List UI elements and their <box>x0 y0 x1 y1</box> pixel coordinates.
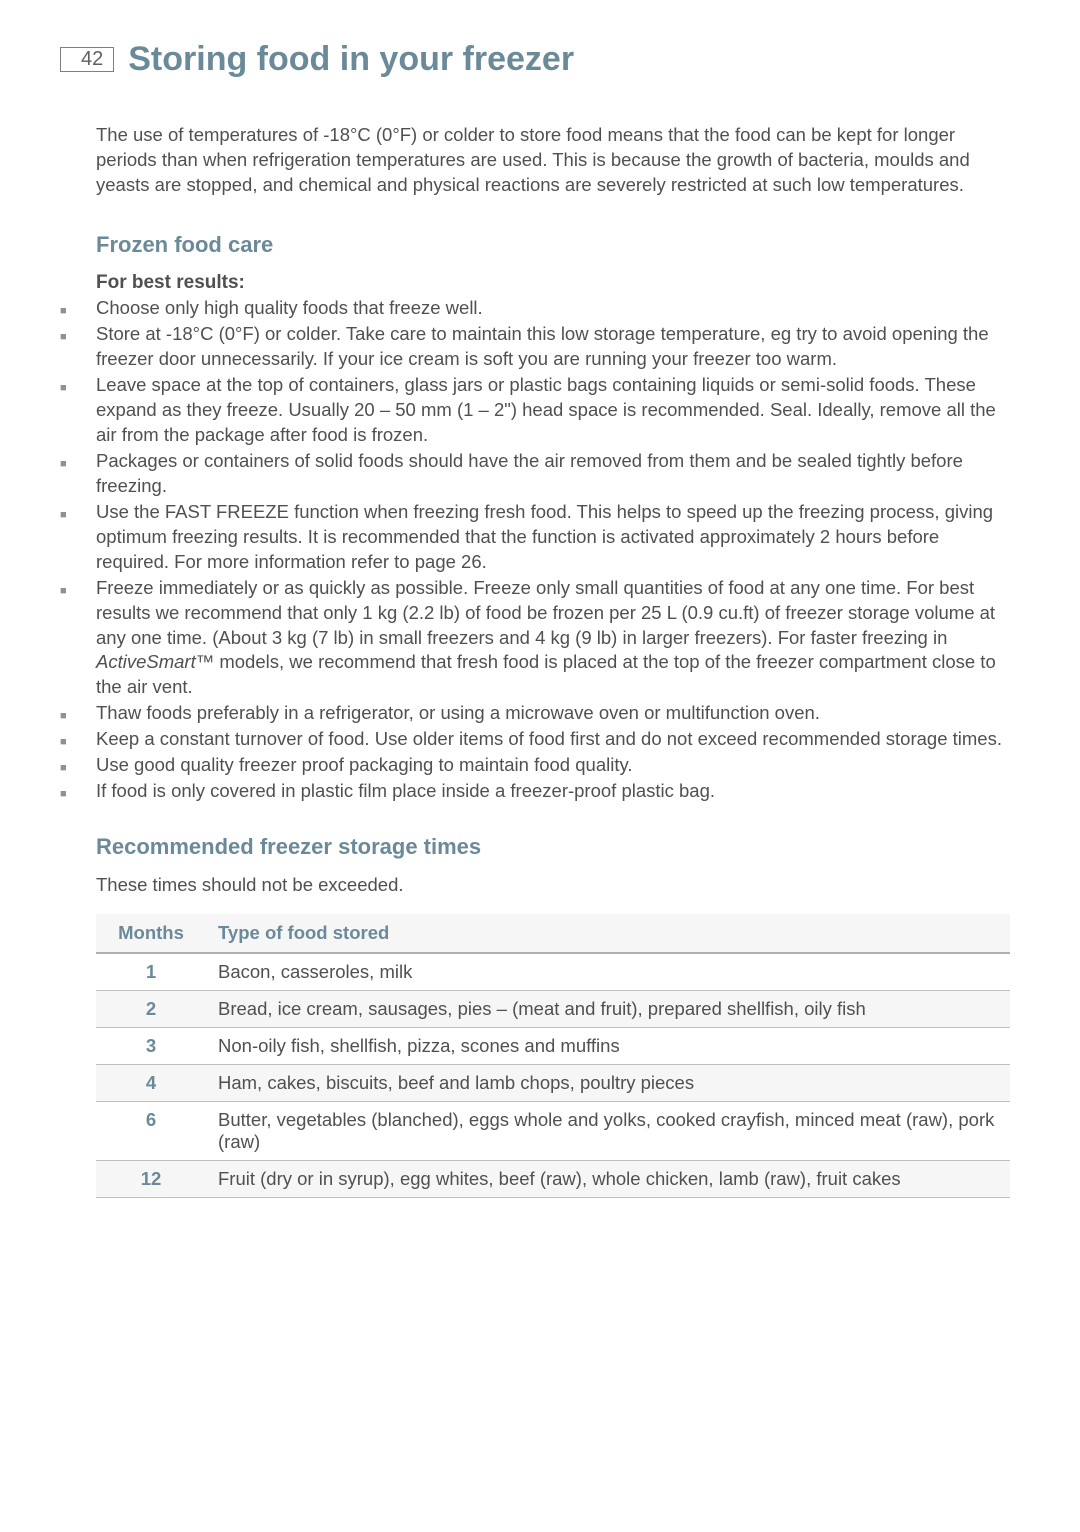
table-row: 2 Bread, ice cream, sausages, pies – (me… <box>96 991 1010 1028</box>
table-row: 1 Bacon, casseroles, milk <box>96 953 1010 991</box>
intro-paragraph: The use of temperatures of -18°C (0°F) o… <box>96 123 1010 198</box>
list-item-text: Use good quality freezer proof packaging… <box>96 753 1010 778</box>
page-title: Storing food in your freezer <box>128 40 574 79</box>
page-number: 42 <box>81 48 103 70</box>
list-item: ■Use the FAST FREEZE function when freez… <box>60 500 1010 575</box>
list-item: ■Keep a constant turnover of food. Use o… <box>60 727 1010 752</box>
bullet-icon: ■ <box>60 373 96 396</box>
list-item-text: Keep a constant turnover of food. Use ol… <box>96 727 1010 752</box>
storage-times-table: Months Type of food stored 1 Bacon, cass… <box>96 914 1010 1198</box>
section-heading-frozen-food-care: Frozen food care <box>96 232 1010 258</box>
bullet-icon: ■ <box>60 296 96 319</box>
bullet-icon: ■ <box>60 500 96 523</box>
type-cell: Bread, ice cream, sausages, pies – (meat… <box>206 991 1010 1028</box>
list-item-text: Packages or containers of solid foods sh… <box>96 449 1010 499</box>
bullet-icon: ■ <box>60 727 96 750</box>
bullet-icon: ■ <box>60 449 96 472</box>
section-heading-storage-times: Recommended freezer storage times <box>96 834 1010 860</box>
type-cell: Fruit (dry or in syrup), egg whites, bee… <box>206 1161 1010 1198</box>
table-row: 6 Butter, vegetables (blanched), eggs wh… <box>96 1102 1010 1161</box>
page-content: The use of temperatures of -18°C (0°F) o… <box>60 123 1020 1198</box>
months-cell: 2 <box>96 991 206 1028</box>
bullet-icon: ■ <box>60 753 96 776</box>
type-cell: Ham, cakes, biscuits, beef and lamb chop… <box>206 1065 1010 1102</box>
list-item: ■Use good quality freezer proof packagin… <box>60 753 1010 778</box>
list-item-text: Store at -18°C (0°F) or colder. Take car… <box>96 322 1010 372</box>
list-item-text: Thaw foods preferably in a refrigerator,… <box>96 701 1010 726</box>
best-results-list: ■Choose only high quality foods that fre… <box>60 296 1010 804</box>
storage-times-note: These times should not be exceeded. <box>96 874 1010 896</box>
list-item-text: Use the FAST FREEZE function when freezi… <box>96 500 1010 575</box>
list-item: ■If food is only covered in plastic film… <box>60 779 1010 804</box>
months-cell: 6 <box>96 1102 206 1161</box>
list-item: ■Packages or containers of solid foods s… <box>60 449 1010 499</box>
bullet-icon: ■ <box>60 779 96 802</box>
list-item-text: If food is only covered in plastic film … <box>96 779 1010 804</box>
list-item: ■Freeze immediately or as quickly as pos… <box>60 576 1010 701</box>
list-item: ■Thaw foods preferably in a refrigerator… <box>60 701 1010 726</box>
table-row: 4 Ham, cakes, biscuits, beef and lamb ch… <box>96 1065 1010 1102</box>
table-row: 3 Non-oily fish, shellfish, pizza, scone… <box>96 1028 1010 1065</box>
table-row: 12 Fruit (dry or in syrup), egg whites, … <box>96 1161 1010 1198</box>
page-header: 42 Storing food in your freezer <box>60 40 1020 79</box>
list-item-text: Leave space at the top of containers, gl… <box>96 373 1010 448</box>
page-number-box: 42 <box>60 47 114 72</box>
type-cell: Non-oily fish, shellfish, pizza, scones … <box>206 1028 1010 1065</box>
bullet-icon: ■ <box>60 576 96 599</box>
table-header-months: Months <box>96 914 206 953</box>
table-header-type: Type of food stored <box>206 914 1010 953</box>
months-cell: 3 <box>96 1028 206 1065</box>
table-header-row: Months Type of food stored <box>96 914 1010 953</box>
bullet-icon: ■ <box>60 701 96 724</box>
list-item-text: Choose only high quality foods that free… <box>96 296 1010 321</box>
months-cell: 1 <box>96 953 206 991</box>
sub-heading-best-results: For best results: <box>96 272 1010 294</box>
list-item: ■Leave space at the top of containers, g… <box>60 373 1010 448</box>
list-item-text: Freeze immediately or as quickly as poss… <box>96 576 1010 701</box>
list-item: ■Choose only high quality foods that fre… <box>60 296 1010 321</box>
list-item: ■Store at -18°C (0°F) or colder. Take ca… <box>60 322 1010 372</box>
bullet-icon: ■ <box>60 322 96 345</box>
type-cell: Butter, vegetables (blanched), eggs whol… <box>206 1102 1010 1161</box>
type-cell: Bacon, casseroles, milk <box>206 953 1010 991</box>
months-cell: 12 <box>96 1161 206 1198</box>
months-cell: 4 <box>96 1065 206 1102</box>
